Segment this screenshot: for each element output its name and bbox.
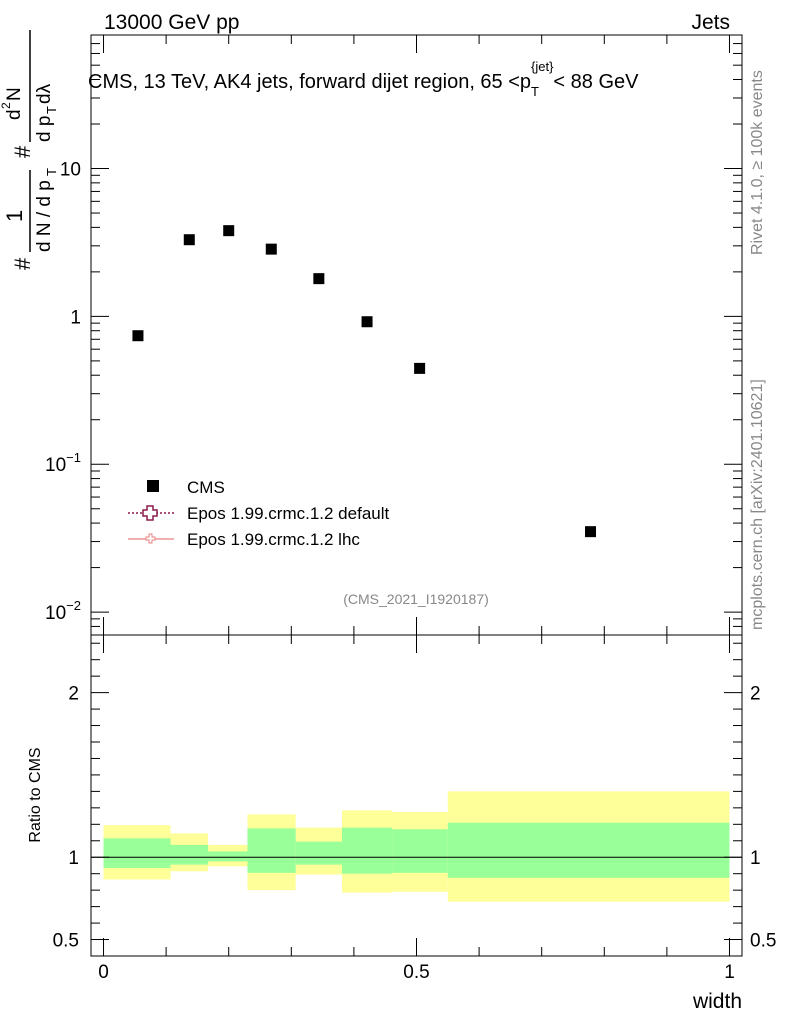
legend-label-epos-default: Epos 1.99.crmc.1.2 default bbox=[187, 504, 390, 523]
cms-data-point bbox=[223, 225, 235, 237]
title-tail: < 88 GeV bbox=[553, 71, 639, 93]
title-sup: {jet} bbox=[531, 59, 554, 74]
ratio-band-inner bbox=[295, 841, 343, 865]
x-tick-labels: 0 0.5 1 bbox=[98, 962, 735, 983]
cms-data-point bbox=[585, 526, 597, 538]
y-label-numerator: d bbox=[4, 109, 25, 120]
chart-title: CMS, 13 TeV, AK4 jets, forward dijet reg… bbox=[88, 59, 639, 99]
y-label-den2-tail: dλ bbox=[34, 83, 55, 104]
title-sub: T bbox=[531, 84, 539, 99]
main-axis-ticks bbox=[91, 34, 742, 636]
cms-data-series bbox=[132, 225, 597, 538]
y-label-hash-2: # bbox=[10, 145, 35, 158]
cms-data-point bbox=[313, 273, 325, 285]
ratio-y-axis-label: Ratio to CMS bbox=[27, 747, 44, 842]
ratio-y-tick-label-1: 1 bbox=[68, 848, 79, 869]
ratio-band-inner bbox=[247, 828, 296, 873]
legend-marker-epos-default bbox=[142, 505, 158, 521]
ratio-y-tick-label-right-0.5: 0.5 bbox=[750, 931, 776, 952]
ratio-band-inner bbox=[170, 844, 209, 865]
y-tick-exp: −1 bbox=[66, 450, 81, 465]
x-axis-label: width bbox=[692, 990, 742, 1013]
mcplots-source-text: mcplots.cern.ch [arXiv:2401.10621] bbox=[749, 379, 766, 630]
y-label-den2: d p bbox=[34, 116, 55, 142]
ratio-band-inner bbox=[392, 829, 448, 873]
y-label-denominator-sub: T bbox=[44, 168, 59, 176]
energy-label: 13000 GeV pp bbox=[104, 11, 239, 34]
y-label-numerator-tail: N bbox=[4, 87, 25, 101]
cms-data-point bbox=[183, 234, 195, 246]
ratio-band-inner bbox=[342, 827, 393, 874]
legend-label-cms: CMS bbox=[187, 478, 225, 497]
title-main: CMS, 13 TeV, AK4 jets, forward dijet reg… bbox=[88, 71, 531, 93]
main-y-axis-label: # 1 d N / d p T # d 2 N d p T dλ bbox=[0, 30, 59, 270]
cms-data-point bbox=[414, 362, 426, 374]
legend-label-epos-lhc: Epos 1.99.crmc.1.2 lhc bbox=[187, 530, 360, 549]
ratio-y-tick-label-0.5: 0.5 bbox=[53, 931, 79, 952]
y-label-hash: # bbox=[10, 257, 35, 270]
y-label-denominator: d N / d p bbox=[34, 180, 55, 252]
ratio-band-inner bbox=[103, 838, 171, 868]
y-tick-label-1: 1 bbox=[70, 307, 81, 328]
legend-marker-cms bbox=[147, 480, 159, 492]
cms-data-point bbox=[265, 243, 277, 255]
analysis-id-annotation: (CMS_2021_I1920187) bbox=[343, 591, 489, 607]
category-label: Jets bbox=[691, 11, 730, 34]
cms-data-point bbox=[361, 316, 373, 328]
y-tick-label-0.1: 10−1 bbox=[45, 450, 81, 476]
ratio-y-tick-labels: 0.5 1 2 0.5 1 2 bbox=[53, 684, 777, 952]
y-tick-label-10: 10 bbox=[60, 160, 81, 181]
ratio-y-tick-label-right-2: 2 bbox=[750, 684, 761, 705]
cms-data-point bbox=[132, 330, 144, 342]
ratio-band-inner bbox=[208, 851, 248, 862]
x-tick-label-0.5: 0.5 bbox=[403, 962, 429, 983]
legend: CMS Epos 1.99.crmc.1.2 default Epos 1.99… bbox=[128, 478, 390, 549]
main-y-tick-labels: 10−2 10−1 1 10 bbox=[45, 160, 81, 625]
svg-text:CMS, 13 TeV, AK4 jets, forward: CMS, 13 TeV, AK4 jets, forward dijet reg… bbox=[88, 59, 639, 99]
ratio-uncertainty-bands bbox=[103, 791, 730, 902]
y-label-one: 1 bbox=[2, 210, 27, 222]
x-tick-label-1: 1 bbox=[724, 962, 735, 983]
y-label-den2-sub: T bbox=[44, 106, 59, 114]
ratio-axis-ticks bbox=[91, 635, 742, 956]
x-tick-label-0: 0 bbox=[98, 962, 109, 983]
ratio-y-tick-label-2: 2 bbox=[68, 684, 79, 705]
y-label-numerator-sup: 2 bbox=[0, 102, 13, 109]
ratio-y-tick-label-right-1: 1 bbox=[750, 848, 761, 869]
y-tick-base: 10 bbox=[45, 455, 66, 476]
legend-marker-epos-lhc bbox=[145, 533, 156, 544]
y-tick-exp: −2 bbox=[66, 598, 81, 613]
rivet-version-text: Rivet 4.1.0, ≥ 100k events bbox=[749, 70, 766, 255]
ratio-band-inner bbox=[447, 822, 730, 878]
y-tick-base: 10 bbox=[45, 603, 66, 624]
y-tick-label-0.01: 10−2 bbox=[45, 598, 81, 624]
